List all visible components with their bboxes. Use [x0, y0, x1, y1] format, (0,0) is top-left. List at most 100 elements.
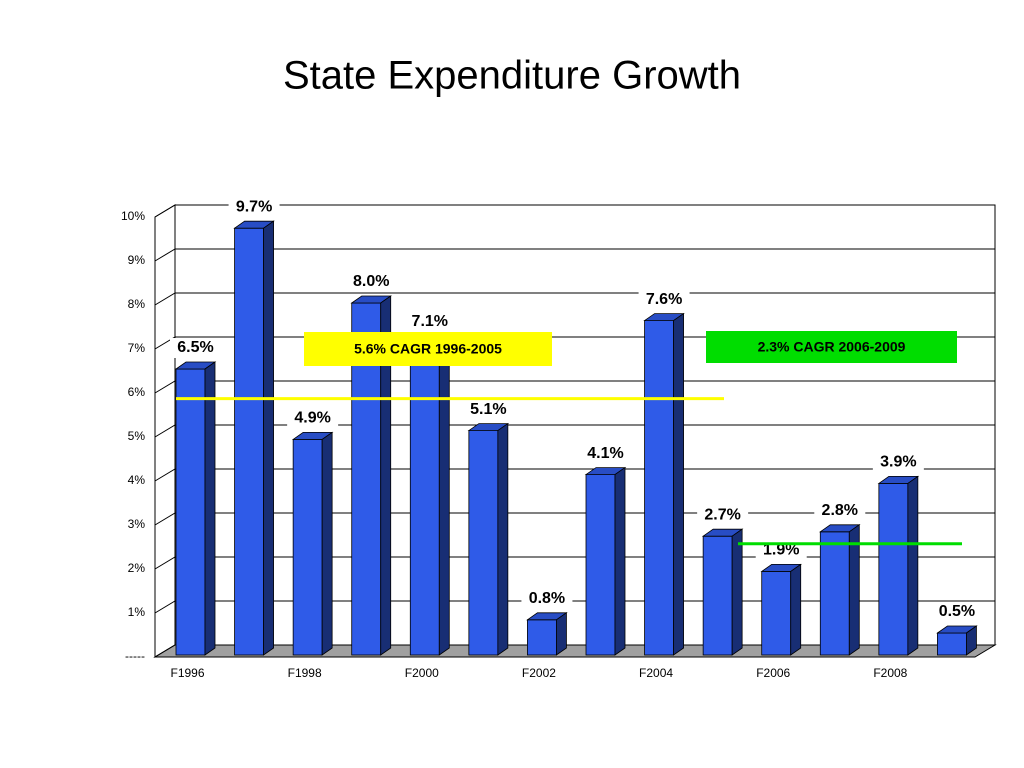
value-label: 3.9%	[880, 454, 916, 471]
bar	[936, 625, 978, 656]
bar	[643, 312, 685, 656]
value-label-bg	[755, 540, 807, 561]
cagr-label: 2.3% CAGR 2006-2009	[758, 339, 906, 355]
value-label-bg	[580, 443, 631, 464]
bar	[819, 524, 861, 656]
bar-side	[204, 361, 216, 656]
bar	[467, 422, 510, 656]
bar	[291, 431, 334, 656]
value-label: 6.5%	[177, 339, 213, 356]
bar-side	[614, 466, 626, 656]
value-label-bg	[228, 197, 280, 218]
value-label-bg	[521, 588, 573, 609]
bar-front	[644, 320, 674, 656]
y-tick-label: 1%	[128, 605, 146, 619]
x-tick-label: F1996	[170, 666, 204, 680]
grid-line	[154, 292, 995, 306]
bar-front	[175, 368, 206, 656]
bar	[760, 563, 802, 656]
bar	[701, 528, 744, 656]
chart-title: State Expenditure Growth	[283, 54, 741, 98]
grid-segment	[154, 292, 995, 306]
value-label: 4.1%	[587, 445, 623, 462]
value-label: 2.8%	[822, 502, 858, 519]
bar-side	[556, 612, 567, 656]
bar-front	[761, 571, 792, 656]
grid-segment	[154, 468, 995, 482]
value-label-bg	[462, 399, 514, 420]
bar-front	[234, 227, 264, 656]
value-label-bg	[931, 602, 983, 622]
bar	[233, 220, 275, 656]
bar	[877, 475, 920, 656]
grid-segment	[154, 248, 995, 262]
bar-side	[907, 475, 919, 656]
value-label: 0.8%	[529, 590, 565, 607]
bar-side	[790, 563, 802, 656]
value-label: 7.1%	[412, 313, 448, 330]
value-label: 1.9%	[763, 542, 799, 559]
y-tick-label: 2%	[128, 561, 146, 575]
bar-front	[702, 535, 733, 656]
y-tick-label: 8%	[128, 297, 146, 311]
y-tick-label: 3%	[128, 517, 146, 531]
x-tick-label: F2006	[756, 666, 790, 680]
y-tick-label: -----	[125, 649, 145, 663]
grid-line	[154, 248, 995, 262]
bar-side	[848, 524, 860, 656]
x-tick-label: F2002	[522, 666, 556, 680]
y-tick-label: 4%	[128, 473, 146, 487]
x-tick-label: F2008	[873, 666, 907, 680]
bar-front	[292, 438, 323, 656]
y-tick-label: 9%	[128, 253, 146, 267]
value-label-bg	[404, 311, 456, 332]
bar	[409, 334, 451, 656]
cagr-label: 5.6% CAGR 1996-2005	[354, 341, 502, 357]
bar-side	[731, 528, 743, 656]
bar-side	[321, 431, 333, 656]
grid-line	[154, 204, 995, 218]
value-label: 5.1%	[470, 401, 506, 418]
bar-front	[878, 482, 909, 656]
bar	[174, 361, 217, 656]
x-tick-label: F2004	[639, 666, 673, 680]
bar-side	[497, 422, 509, 656]
value-label-bg	[170, 338, 221, 358]
value-label: 7.6%	[646, 291, 682, 308]
cagr-box	[706, 331, 957, 363]
grid-segment	[154, 204, 995, 218]
bar-side	[673, 312, 684, 656]
value-label-bg	[814, 500, 866, 521]
y-tick-label: 5%	[128, 429, 146, 443]
bar-front	[585, 474, 616, 656]
bar-front	[409, 342, 440, 656]
bar-front	[468, 430, 499, 656]
value-label-bg	[345, 272, 397, 292]
bar-side	[263, 220, 274, 656]
grid-segment	[154, 380, 995, 394]
grid-segment	[154, 424, 995, 438]
bar-side	[966, 625, 977, 656]
value-label-bg	[287, 408, 339, 429]
value-label: 4.9%	[294, 410, 330, 427]
grid-line	[154, 380, 995, 394]
value-label: 0.5%	[939, 603, 975, 620]
y-tick-label: 7%	[128, 341, 146, 355]
bar-front	[527, 619, 557, 656]
value-label: 2.7%	[704, 506, 740, 523]
y-tick-label: 6%	[128, 385, 146, 399]
grid-line	[154, 424, 995, 438]
value-label: 9.7%	[236, 198, 272, 215]
value-label-bg	[697, 505, 749, 526]
x-tick-label: F2000	[405, 666, 439, 680]
x-tick-label: F1998	[288, 666, 322, 680]
cagr-box	[304, 332, 552, 366]
bar-front	[937, 632, 967, 656]
bar	[526, 612, 568, 656]
y-tick-label: 10%	[121, 209, 145, 223]
bar-side	[438, 334, 450, 656]
value-label-bg	[638, 289, 690, 310]
floor	[153, 644, 997, 658]
bar	[584, 466, 627, 656]
